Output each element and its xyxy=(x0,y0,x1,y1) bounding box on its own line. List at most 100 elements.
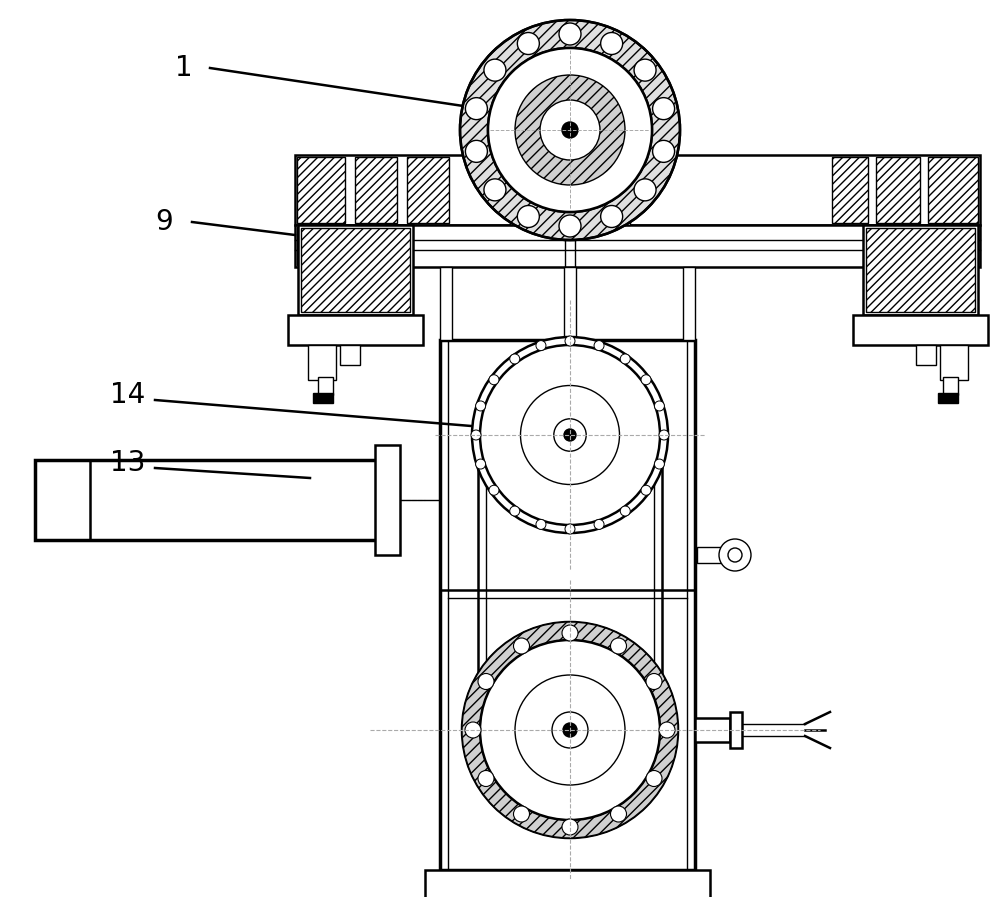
Wedge shape xyxy=(460,20,680,240)
Bar xyxy=(928,157,978,223)
Circle shape xyxy=(728,548,742,562)
Circle shape xyxy=(465,98,487,119)
Bar xyxy=(295,225,980,267)
Bar xyxy=(695,718,730,742)
Circle shape xyxy=(565,524,575,534)
Text: 9: 9 xyxy=(155,208,173,236)
Circle shape xyxy=(646,674,662,690)
Circle shape xyxy=(471,430,481,440)
Circle shape xyxy=(476,459,486,469)
Bar xyxy=(340,345,360,365)
Bar xyxy=(440,340,695,870)
Text: 1: 1 xyxy=(175,54,193,82)
Circle shape xyxy=(634,59,656,81)
Bar xyxy=(832,157,868,223)
Bar xyxy=(683,267,695,340)
Circle shape xyxy=(554,419,586,451)
Circle shape xyxy=(654,459,664,469)
Circle shape xyxy=(517,205,539,228)
Bar xyxy=(297,157,345,223)
Circle shape xyxy=(654,401,664,411)
Circle shape xyxy=(480,345,660,525)
Circle shape xyxy=(659,722,675,738)
Circle shape xyxy=(476,401,486,411)
Circle shape xyxy=(559,23,581,45)
Bar xyxy=(938,393,958,403)
Circle shape xyxy=(641,485,651,495)
Circle shape xyxy=(520,386,620,484)
Circle shape xyxy=(659,430,669,440)
Circle shape xyxy=(472,337,668,533)
Circle shape xyxy=(653,140,675,162)
Bar xyxy=(853,315,988,345)
Circle shape xyxy=(480,640,660,820)
Circle shape xyxy=(620,506,630,516)
Circle shape xyxy=(610,806,626,822)
Wedge shape xyxy=(462,622,678,838)
Bar xyxy=(440,267,452,340)
Bar xyxy=(355,157,397,223)
Text: 13: 13 xyxy=(110,449,145,477)
Circle shape xyxy=(552,712,588,748)
Bar xyxy=(288,315,423,345)
Bar xyxy=(355,227,397,265)
Circle shape xyxy=(478,771,494,787)
Circle shape xyxy=(510,354,520,364)
Bar xyxy=(697,547,725,563)
Bar xyxy=(425,870,710,897)
Circle shape xyxy=(514,806,530,822)
Circle shape xyxy=(515,675,625,785)
Text: 14: 14 xyxy=(110,381,145,409)
Circle shape xyxy=(565,336,575,346)
Circle shape xyxy=(484,179,506,201)
Bar xyxy=(866,228,975,312)
Bar xyxy=(375,445,400,555)
Bar xyxy=(301,228,410,312)
Circle shape xyxy=(510,506,520,516)
Bar xyxy=(730,712,742,748)
Circle shape xyxy=(465,140,487,162)
Circle shape xyxy=(560,180,580,200)
Circle shape xyxy=(536,519,546,529)
Circle shape xyxy=(601,32,623,55)
Bar xyxy=(863,225,978,315)
Circle shape xyxy=(564,429,576,441)
Circle shape xyxy=(559,215,581,237)
Circle shape xyxy=(620,354,630,364)
Bar xyxy=(297,227,345,265)
Circle shape xyxy=(515,75,625,185)
Bar xyxy=(876,227,920,265)
Bar xyxy=(876,157,920,223)
Bar xyxy=(295,155,980,225)
Bar xyxy=(313,393,333,403)
Bar xyxy=(308,345,336,380)
Circle shape xyxy=(462,622,678,838)
Circle shape xyxy=(646,771,662,787)
Circle shape xyxy=(601,205,623,228)
Bar xyxy=(318,377,333,395)
Circle shape xyxy=(488,48,652,212)
Circle shape xyxy=(610,638,626,654)
Circle shape xyxy=(489,375,499,385)
Bar xyxy=(510,155,630,225)
Circle shape xyxy=(517,32,539,55)
Bar xyxy=(35,460,395,540)
Circle shape xyxy=(641,375,651,385)
Circle shape xyxy=(478,674,494,690)
Bar xyxy=(298,225,413,315)
Bar xyxy=(928,227,978,265)
Circle shape xyxy=(540,100,600,160)
Circle shape xyxy=(536,341,546,351)
Circle shape xyxy=(634,179,656,201)
Circle shape xyxy=(594,519,604,529)
Bar xyxy=(943,377,958,395)
Circle shape xyxy=(545,165,595,215)
Bar xyxy=(564,267,576,350)
Circle shape xyxy=(489,485,499,495)
Circle shape xyxy=(514,638,530,654)
Circle shape xyxy=(465,722,481,738)
Circle shape xyxy=(653,98,675,119)
Circle shape xyxy=(719,539,751,571)
Bar xyxy=(478,435,662,730)
Bar xyxy=(407,157,449,223)
